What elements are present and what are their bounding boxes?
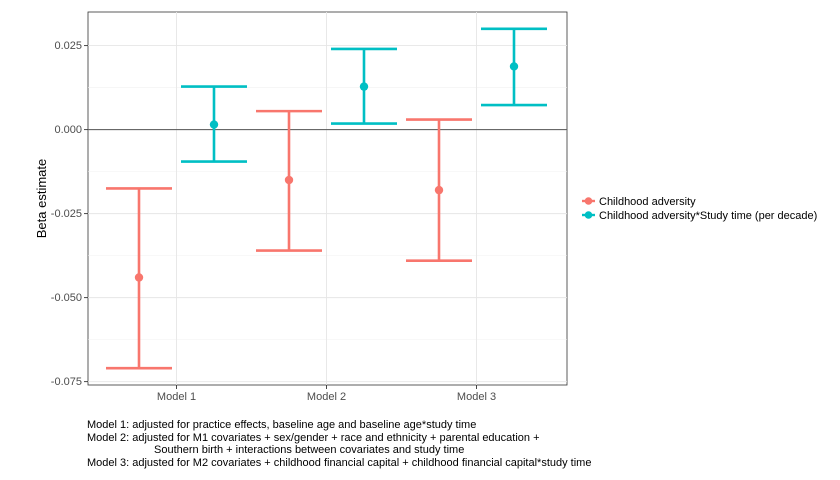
- x-tick-label: Model 2: [307, 391, 346, 403]
- error-bar-adversity-2: [256, 109, 322, 252]
- caption-model-2: Model 2: adjusted for M1 covariates + se…: [87, 431, 540, 444]
- y-axis-label: Beta estimate: [34, 159, 49, 239]
- model-caption: Model 1: adjusted for practice effects, …: [87, 419, 591, 469]
- error-bar-adversity-3: [406, 118, 472, 262]
- point-estimate: [209, 120, 219, 129]
- y-tick-label: 0.025: [54, 40, 82, 52]
- point-estimate: [359, 82, 369, 91]
- y-axis-ticks: -0.075 -0.050 -0.025 0.000 0.025: [51, 40, 88, 388]
- y-tick-label: -0.050: [51, 292, 82, 304]
- legend-key-point: [584, 197, 593, 205]
- legend-item: Childhood adversity*Study time (per deca…: [582, 210, 817, 222]
- y-tick-label: 0.000: [54, 124, 82, 136]
- caption-model-2-continued: Southern birth + interactions between co…: [154, 444, 465, 456]
- legend-label: Childhood adversity: [599, 196, 696, 208]
- point-estimate: [434, 185, 444, 195]
- plot-panel: [87, 11, 568, 386]
- error-bar-adversity-1: [106, 187, 172, 370]
- error-bar-adversity-time-1: [181, 85, 247, 163]
- error-bar-adversity-time-3: [481, 27, 547, 107]
- legend-item: Childhood adversity: [582, 196, 696, 208]
- legend: Childhood adversity Childhood adversity*S…: [582, 196, 817, 222]
- legend-label: Childhood adversity*Study time (per deca…: [599, 210, 817, 222]
- caption-model-1: Model 1: adjusted for practice effects, …: [87, 419, 477, 431]
- caption-model-3: Model 3: adjusted for M2 covariates + ch…: [87, 456, 592, 469]
- legend-key-point: [584, 211, 593, 219]
- y-tick-label: -0.075: [51, 376, 82, 388]
- error-bars: [106, 27, 547, 370]
- x-tick-label: Model 3: [457, 391, 496, 403]
- error-bar-adversity-time-2: [331, 47, 397, 125]
- point-estimate: [509, 62, 519, 71]
- x-axis-ticks: Model 1 Model 2 Model 3: [157, 385, 496, 403]
- y-tick-label: -0.025: [51, 208, 82, 220]
- gridlines: [88, 12, 567, 385]
- point-estimate: [284, 175, 294, 185]
- x-tick-label: Model 1: [157, 391, 196, 403]
- point-estimate: [134, 273, 144, 282]
